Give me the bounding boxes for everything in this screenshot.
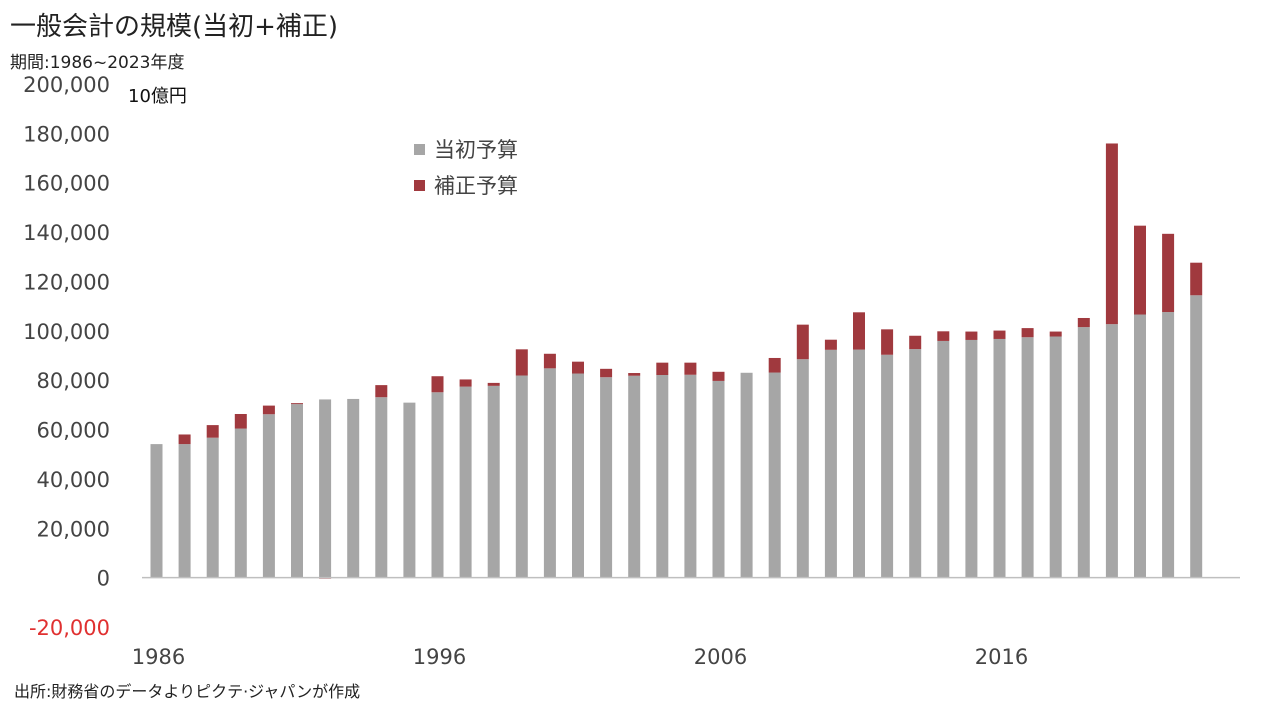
bar-initial-2015	[965, 339, 978, 578]
bar-supplementary-1989	[234, 413, 247, 429]
bar-initial-2003	[628, 375, 641, 578]
bar-initial-2008	[768, 372, 781, 578]
x-tick-label: 1986	[132, 645, 185, 669]
bar-initial-1997	[459, 386, 472, 578]
bar-initial-2000	[543, 368, 556, 578]
bar-supplementary-1990	[262, 405, 275, 415]
bar-supplementary-2013	[909, 335, 922, 350]
bar-supplementary-2001	[572, 361, 584, 374]
bar-supplementary-2016	[993, 330, 1006, 339]
y-tick-label: 20,000	[37, 517, 110, 541]
bar-initial-2012	[881, 354, 894, 578]
bar-initial-2010	[824, 349, 837, 578]
bar-initial-2009	[796, 359, 809, 578]
bar-supplementary-2002	[600, 368, 613, 378]
bar-supplementary-1991	[291, 403, 303, 405]
chart-title: 一般会計の規模(当初+補正)	[10, 12, 339, 42]
bar-initial-1996	[431, 392, 444, 578]
bar-supplementary-2000	[543, 353, 556, 369]
bar-initial-2007	[740, 372, 753, 578]
y-axis-unit-label: 10億円	[128, 86, 187, 107]
bar-supplementary-2015	[965, 331, 978, 340]
bar-initial-2021	[1134, 314, 1146, 578]
y-tick-label: 200,000	[23, 73, 110, 97]
bar-initial-1991	[291, 404, 303, 578]
bar-supplementary-2011	[853, 312, 865, 350]
bar-supplementary-1999	[515, 349, 528, 376]
bar-initial-2022	[1162, 312, 1175, 578]
y-tick-label: 180,000	[23, 122, 110, 146]
bar-initial-1993	[347, 398, 360, 578]
bar-initial-2017	[1021, 337, 1034, 578]
bar-initial-2004	[656, 374, 669, 578]
bar-initial-1986	[150, 444, 163, 578]
bar-initial-1999	[515, 375, 528, 578]
bar-initial-1994	[375, 397, 388, 578]
bar-initial-2011	[853, 349, 865, 578]
bar-initial-2002	[600, 377, 613, 578]
legend-swatch	[414, 144, 425, 155]
bar-initial-2023	[1190, 295, 1203, 578]
bar-initial-2019	[1077, 327, 1090, 578]
x-tick-label: 2016	[975, 645, 1028, 669]
bar-initial-2006	[712, 380, 725, 578]
bar-initial-2005	[684, 374, 697, 578]
y-tick-label: 0	[97, 567, 110, 591]
y-tick-label: 100,000	[23, 320, 110, 344]
y-tick-label: 60,000	[37, 419, 110, 443]
chart-subtitle: 期間:1986~2023年度	[10, 53, 185, 73]
bar-initial-2016	[993, 338, 1006, 578]
bar-initial-1988	[206, 437, 219, 578]
y-tick-label: -20,000	[29, 616, 110, 640]
y-tick-label: 160,000	[23, 172, 110, 196]
legend-label: 補正予算	[434, 174, 518, 198]
bar-supplementary-2018	[1049, 331, 1062, 337]
bar-initial-2020	[1105, 324, 1118, 578]
bar-supplementary-2005	[684, 362, 697, 375]
bar-supplementary-2009	[796, 324, 809, 360]
x-tick-label: 2006	[694, 645, 747, 669]
bar-supplementary-1988	[206, 425, 219, 438]
bar-supplementary-2012	[881, 329, 894, 355]
bar-initial-2001	[572, 373, 584, 578]
bar-supplementary-2006	[712, 371, 725, 381]
bar-initial-1990	[262, 414, 275, 578]
bar-supplementary-2023	[1190, 262, 1203, 296]
bar-initial-1989	[234, 428, 247, 578]
bar-supplementary-1998	[487, 382, 500, 386]
bar-initial-1998	[487, 385, 500, 578]
y-tick-label: 80,000	[37, 369, 110, 393]
bar-initial-1987	[178, 444, 191, 578]
bar-supplementary-2010	[824, 339, 837, 350]
bar-initial-1995	[403, 402, 416, 578]
bar-supplementary-1994	[375, 385, 388, 398]
y-tick-label: 120,000	[23, 270, 110, 294]
bar-initial-2014	[937, 340, 950, 578]
x-tick-label: 1996	[413, 645, 466, 669]
bar-supplementary-2022	[1162, 233, 1175, 313]
source-note: 出所:財務省のデータよりピクテ·ジャパンが作成	[14, 682, 361, 701]
bar-initial-2013	[909, 349, 922, 578]
bar-initial-2018	[1049, 336, 1062, 578]
y-tick-label: 40,000	[37, 468, 110, 492]
y-tick-label: 140,000	[23, 221, 110, 245]
bar-supplementary-2008	[768, 357, 781, 373]
bar-supplementary-1987	[178, 434, 191, 445]
bar-supplementary-2004	[656, 362, 669, 375]
legend-swatch	[414, 180, 425, 191]
bar-supplementary-2014	[937, 331, 950, 341]
bar-supplementary-1997	[459, 379, 472, 387]
bar-supplementary-2003	[628, 373, 641, 376]
bar-supplementary-2020	[1105, 143, 1118, 325]
bar-supplementary-2021	[1134, 225, 1146, 315]
bar-supplementary-2017	[1021, 328, 1034, 338]
bar-supplementary-2019	[1077, 317, 1090, 328]
legend-label: 当初予算	[434, 138, 518, 162]
bar-initial-1992	[319, 399, 332, 578]
bar-supplementary-1996	[431, 376, 444, 393]
